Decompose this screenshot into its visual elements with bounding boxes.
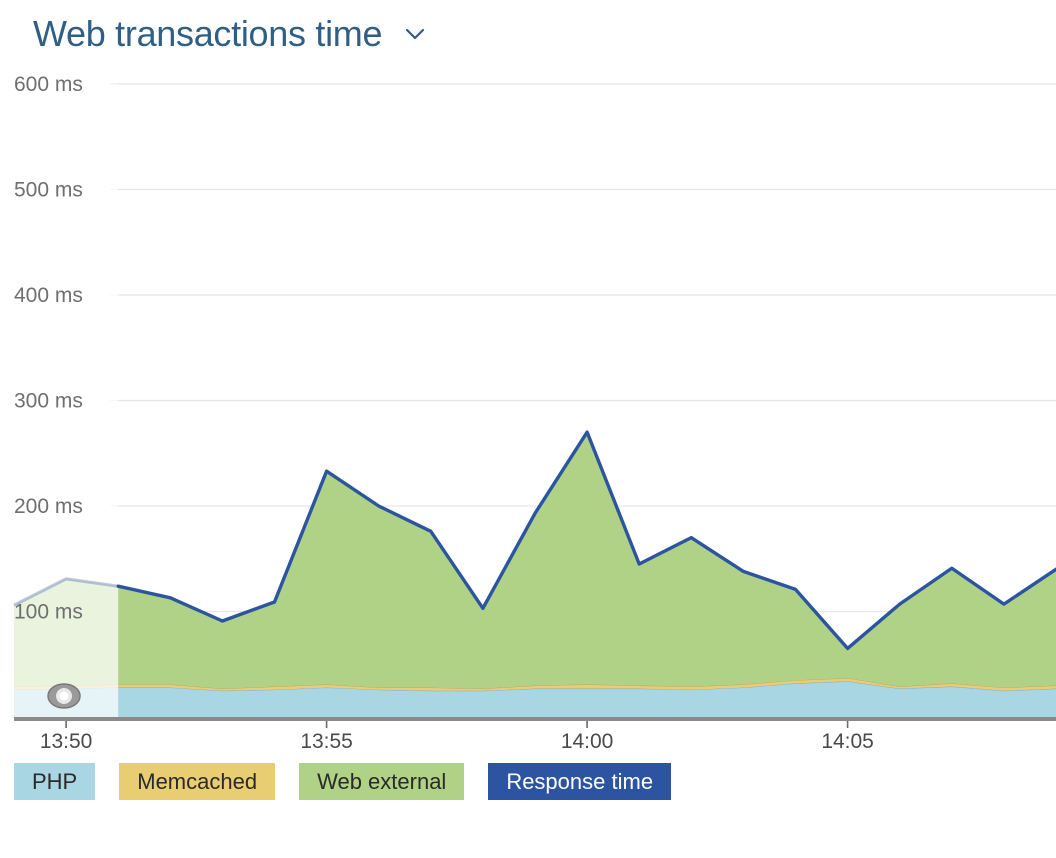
x-tick-label: 14:05 [821,730,874,753]
area-memcached [14,677,1056,691]
y-tick-label: 300 ms [14,390,83,413]
selection-mask[interactable] [14,84,119,717]
legend-item-web-external[interactable]: Web external [299,763,465,800]
x-axis-ticks: 13:50 13:55 14:00 14:05 [40,721,874,753]
response-time-line [116,430,1056,651]
legend-label-php: PHP [32,768,78,794]
area-php [14,681,1056,717]
selection-handle-layer[interactable] [47,683,81,709]
chevron-down-icon[interactable] [404,23,426,45]
legend-item-memcached[interactable]: Memcached [119,763,276,800]
chart-title: Web transactions time [33,13,383,54]
legend-item-response-time[interactable]: Response time [488,763,672,800]
y-tick-label: 600 ms [14,73,83,96]
x-tick-label: 13:55 [300,730,353,753]
handle-center [59,691,69,701]
response-time-line-faded [13,577,119,607]
chart-header: Web transactions time [33,8,426,60]
y-tick-label: 200 ms [14,495,83,518]
x-tick-label: 13:50 [40,730,93,753]
y-tick-label: 400 ms [14,284,83,307]
response-time-line-layer [13,430,1056,651]
chart-plot[interactable]: 600 ms 500 ms 400 ms 300 ms 200 ms 100 ms 13:… [0,60,1056,755]
legend-label-web-external: Web external [317,768,447,794]
legend: PHP Memcached Web external Response time [14,763,672,800]
selection-overlay[interactable] [14,84,119,717]
drag-handle-icon[interactable] [47,683,81,709]
y-tick-label: 100 ms [14,601,83,624]
x-tick-label: 14:00 [561,730,614,753]
legend-item-php[interactable]: PHP [14,763,96,800]
stacked-areas [13,430,1056,717]
legend-label-response-time: Response time [506,768,654,794]
x-axis [14,717,1056,721]
x-axis-line [14,717,1056,721]
y-tick-label: 500 ms [14,179,83,202]
legend-label-memcached: Memcached [137,768,258,794]
y-axis-ticks: 600 ms 500 ms 400 ms 300 ms 200 ms 100 ms [14,73,83,624]
area-web-external [14,432,1056,689]
